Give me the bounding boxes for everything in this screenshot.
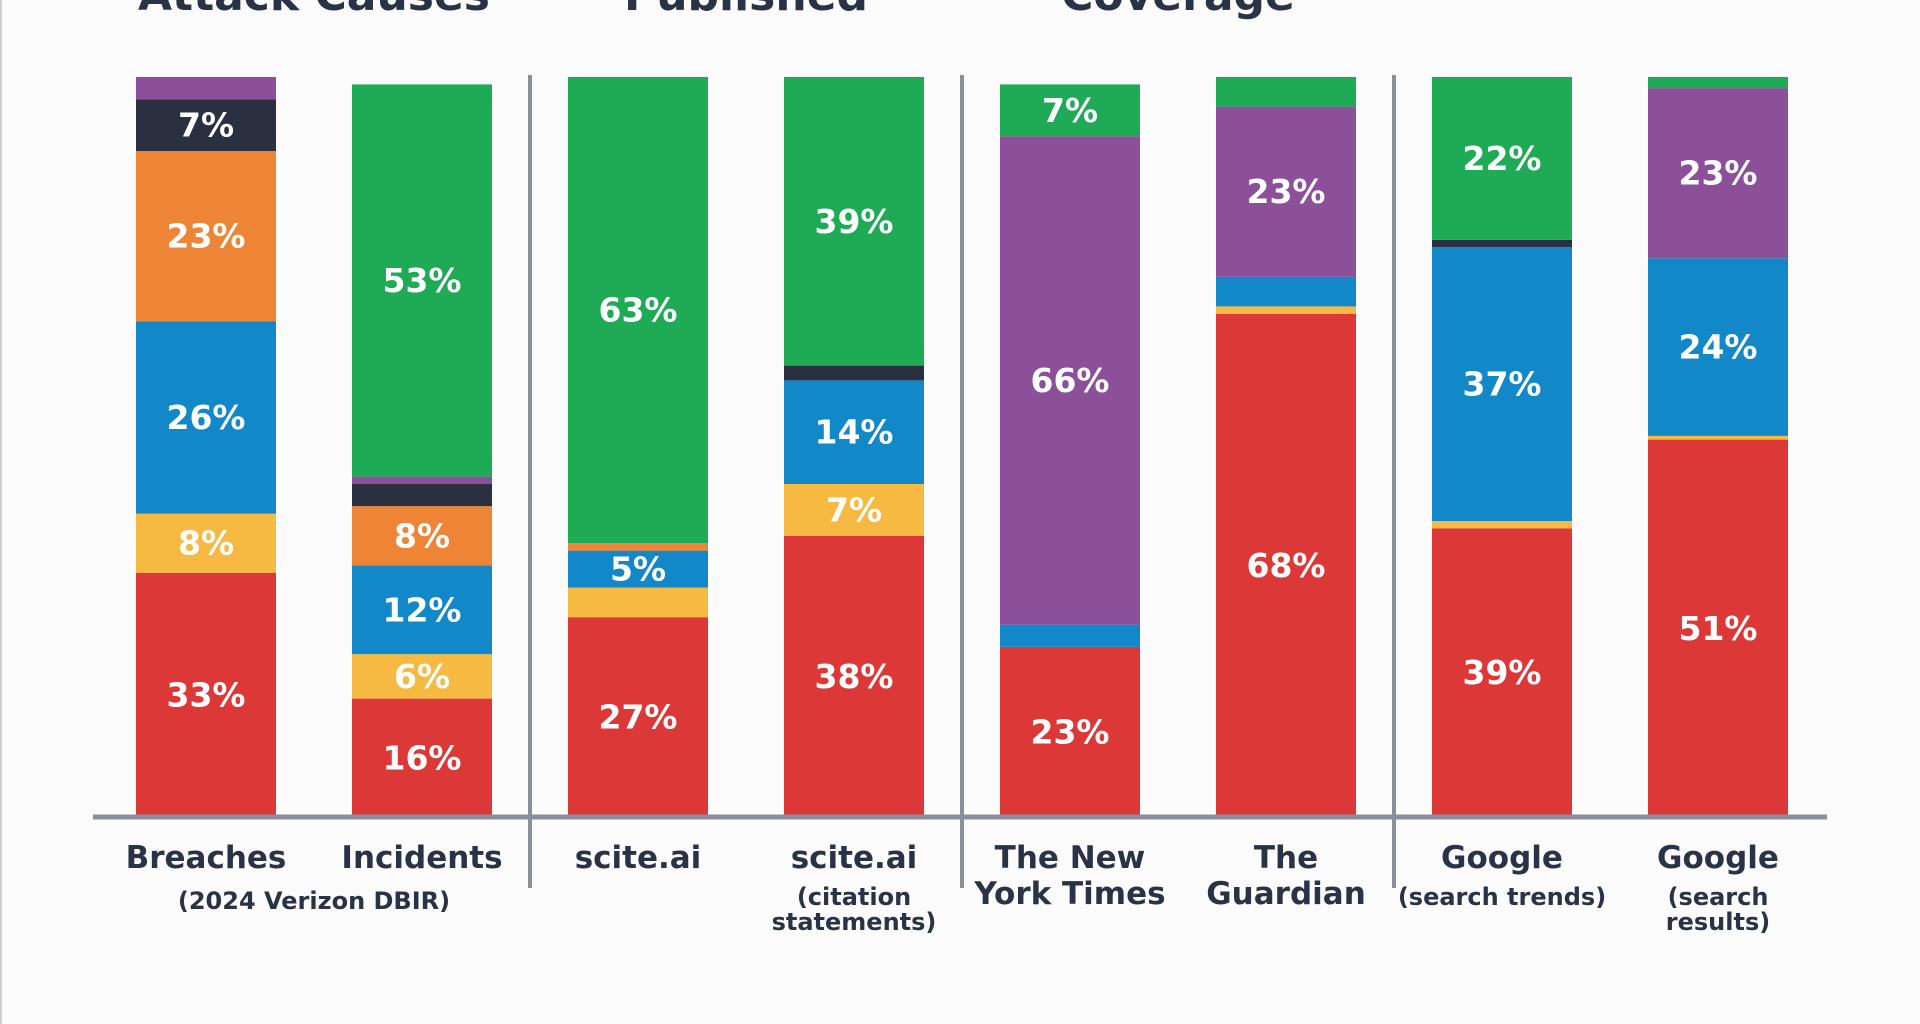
data-label: 6% — [394, 657, 450, 696]
category-label: Google — [1441, 840, 1563, 876]
bar-segment — [1216, 313, 1356, 817]
category-label: Google — [1657, 840, 1779, 876]
data-label: 24% — [1679, 328, 1758, 367]
data-label: 53% — [383, 261, 462, 300]
data-label: 23% — [1679, 154, 1758, 193]
data-label: 12% — [383, 590, 462, 629]
bar-segment — [1000, 136, 1140, 625]
bar-segment — [1432, 77, 1572, 240]
bar-segment — [1648, 435, 1788, 440]
bar-segment — [1000, 624, 1140, 647]
bar-segment — [568, 543, 708, 551]
category-label: The Guardian — [1206, 840, 1366, 912]
data-label: 7% — [178, 106, 234, 145]
data-label: 23% — [1247, 172, 1326, 211]
bar-segment — [352, 506, 492, 566]
group-title: Attack Causes — [138, 0, 490, 21]
category-note: (search results) — [1665, 883, 1771, 936]
bar-segment — [1432, 528, 1572, 817]
bar-segment — [136, 77, 276, 100]
data-label: 33% — [167, 675, 246, 714]
bar-segment — [568, 617, 708, 817]
bar-segment — [136, 99, 276, 151]
bar-segment — [784, 77, 924, 366]
bar-segment — [1216, 306, 1356, 314]
data-label: 26% — [167, 398, 246, 437]
group-title: Coverage — [1061, 0, 1295, 21]
bar-segment — [1648, 88, 1788, 259]
data-label: 27% — [599, 698, 678, 737]
bar-segment — [136, 321, 276, 514]
data-label: 51% — [1679, 609, 1758, 648]
data-label: 23% — [1031, 712, 1110, 751]
data-label: 7% — [1042, 91, 1098, 130]
group-title: Published — [624, 0, 868, 21]
bar-segment — [1432, 239, 1572, 248]
bar-segment — [784, 380, 924, 484]
data-label: 22% — [1463, 139, 1542, 178]
bar-segment — [352, 84, 492, 477]
data-label: 66% — [1031, 361, 1110, 400]
data-label: 7% — [826, 490, 882, 529]
bar-segment — [1000, 84, 1140, 137]
category-label: scite.ai — [790, 840, 918, 876]
bar-segment — [1432, 521, 1572, 529]
category-note: (citation statements) — [771, 883, 937, 936]
data-label: 14% — [815, 413, 894, 452]
bar-segment — [352, 565, 492, 655]
bar-segment — [568, 77, 708, 544]
category-note: (search trends) — [1397, 883, 1607, 911]
bar-segment — [568, 587, 708, 618]
bar-segment — [784, 365, 924, 381]
category-label: scite.ai — [574, 840, 702, 876]
data-label: 5% — [610, 550, 666, 589]
group-note: (2024 Verizon DBIR) — [177, 887, 451, 915]
bar-segment — [352, 484, 492, 507]
bar-segment — [352, 654, 492, 699]
bar-segment — [352, 698, 492, 817]
data-label: 39% — [1463, 653, 1542, 692]
data-label: 8% — [394, 516, 450, 555]
data-label: 37% — [1463, 365, 1542, 404]
bar-segment — [1216, 106, 1356, 277]
bar-segment — [568, 550, 708, 588]
category-label: Incidents — [341, 840, 503, 876]
bar-segment — [784, 535, 924, 817]
bar-segment — [352, 476, 492, 484]
bar-segment — [1648, 77, 1788, 89]
bar-segment — [136, 572, 276, 817]
bar-segment — [1216, 276, 1356, 307]
data-label: 63% — [599, 291, 678, 330]
data-label: 23% — [167, 217, 246, 256]
bar-segment — [1648, 258, 1788, 436]
category-label: Breaches — [125, 840, 287, 876]
data-label: 68% — [1247, 546, 1326, 585]
category-label: The New York Times — [974, 840, 1166, 912]
data-label: 38% — [815, 657, 894, 696]
bar-segment — [1432, 247, 1572, 521]
bar-segment — [1216, 77, 1356, 107]
bar-segment — [1648, 439, 1788, 817]
data-label: 16% — [383, 738, 462, 777]
data-label: 39% — [815, 202, 894, 241]
bar-segment — [136, 513, 276, 573]
bar-segment — [136, 151, 276, 322]
bar-segment — [784, 484, 924, 536]
bar-segment — [1000, 646, 1140, 817]
data-label: 8% — [178, 524, 234, 563]
